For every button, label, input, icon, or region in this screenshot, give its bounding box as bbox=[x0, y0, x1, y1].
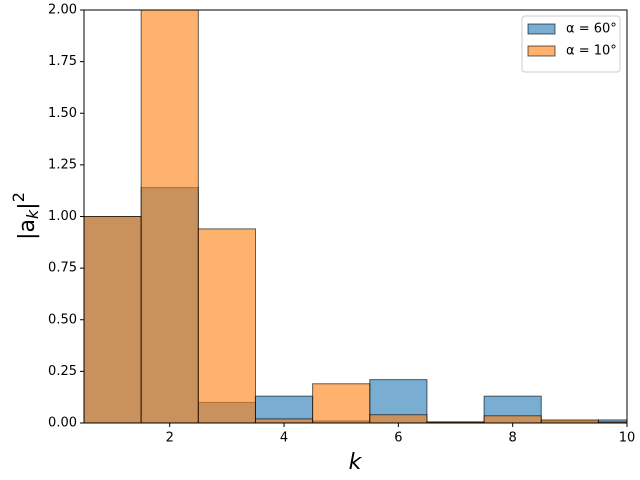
y-tick-label: 1.75 bbox=[48, 54, 77, 69]
y-tick-label: 0.75 bbox=[48, 261, 77, 276]
legend-swatch bbox=[527, 45, 556, 57]
y-tick-label: 1.25 bbox=[48, 157, 77, 172]
y-tick-label: 1.00 bbox=[48, 209, 77, 224]
legend-label: α = 10° bbox=[566, 44, 617, 59]
bar bbox=[84, 216, 142, 423]
y-tick-label: 0.50 bbox=[48, 312, 77, 327]
y-axis-label-part: | bbox=[15, 202, 40, 209]
bar bbox=[197, 228, 256, 423]
bar bbox=[140, 10, 199, 423]
bar bbox=[597, 421, 627, 423]
x-tick-label: 2 bbox=[166, 431, 174, 446]
legend-label: α = 60° bbox=[566, 22, 617, 37]
x-tick-label: 6 bbox=[394, 431, 402, 446]
y-axis-label-part: k bbox=[23, 209, 42, 219]
legend-swatch bbox=[527, 23, 556, 35]
y-axis-label-part: |a bbox=[15, 219, 40, 240]
bar bbox=[369, 414, 428, 423]
bar bbox=[254, 418, 314, 423]
y-tick-label: 0.25 bbox=[48, 364, 77, 379]
y-tick-label: 1.50 bbox=[48, 106, 77, 121]
y-axis-label: |ak|2 bbox=[9, 192, 42, 240]
x-axis-label: k bbox=[349, 450, 363, 475]
x-tick-label: 8 bbox=[509, 431, 517, 446]
bars bbox=[84, 10, 627, 423]
x-tick-label: 4 bbox=[280, 431, 288, 446]
y-tick-label: 2.00 bbox=[48, 3, 77, 18]
x-tick-label: 10 bbox=[619, 431, 636, 446]
bar bbox=[483, 415, 542, 423]
y-tick-label: 0.00 bbox=[48, 416, 77, 431]
y-axis-label-part: 2 bbox=[9, 192, 28, 202]
bar bbox=[312, 383, 371, 423]
